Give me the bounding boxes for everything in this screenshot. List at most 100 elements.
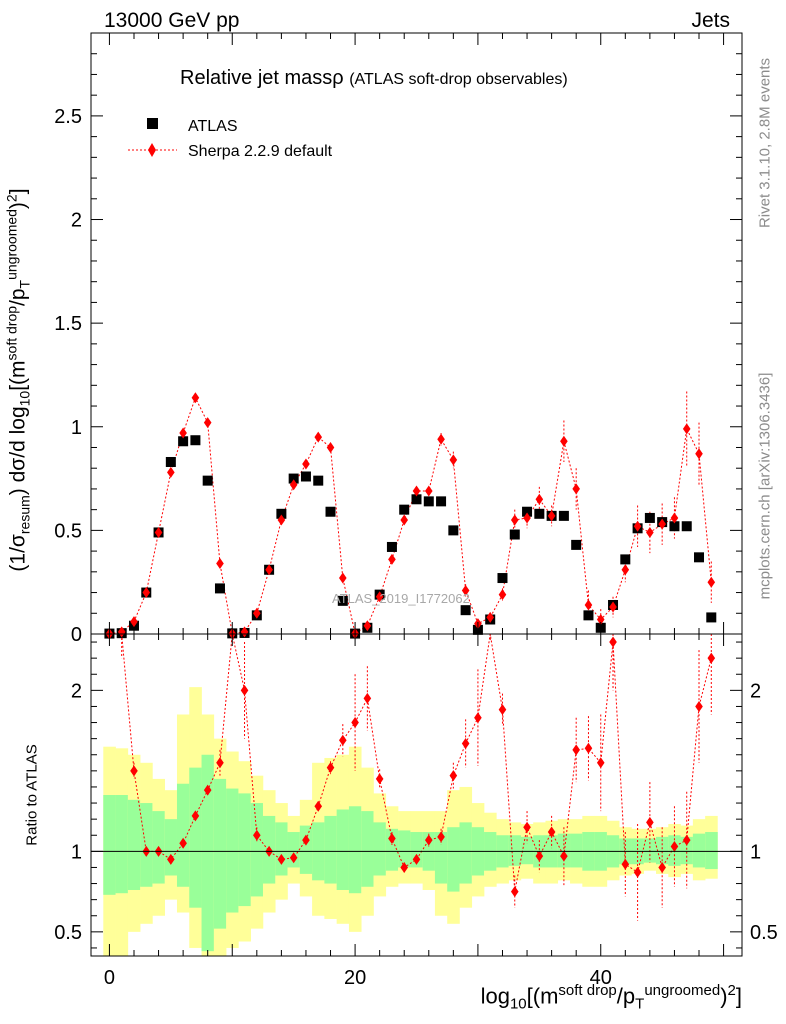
sherpa-point [314, 431, 323, 443]
sherpa-point [179, 427, 187, 439]
ratio-tick-label-left: 1 [71, 841, 82, 863]
ratio-point [302, 834, 310, 846]
atlas-point [509, 529, 520, 540]
sherpa-point [203, 417, 212, 429]
ratio-point [658, 861, 666, 873]
atlas-point [436, 496, 447, 507]
ratio-point [216, 757, 224, 769]
legend: ATLAS Sherpa 2.2.9 default [128, 118, 333, 160]
atlas-point [583, 610, 594, 621]
band-green [348, 806, 362, 894]
chart-title-main: Relative jet massρ [180, 67, 344, 89]
atlas-point [190, 435, 201, 446]
ratio-point [572, 744, 580, 756]
x-tick-label: 20 [344, 967, 366, 989]
band-green [127, 799, 141, 890]
sherpa-point [596, 613, 605, 625]
ratio-tick-label-right: 2 [750, 680, 761, 702]
legend-sherpa-label: Sherpa 2.2.9 default [188, 143, 333, 160]
sherpa-point [707, 576, 716, 588]
ratio-point [339, 734, 347, 746]
sherpa-point [339, 572, 347, 584]
ratio-tick-label-left: 2 [71, 680, 82, 702]
band-green [447, 827, 460, 892]
ratio-point [560, 850, 568, 862]
ratio-point [253, 829, 261, 841]
sherpa-point [326, 441, 335, 453]
sherpa-point [253, 607, 261, 619]
atlas-point [669, 521, 680, 532]
sherpa-point [658, 518, 666, 530]
atlas-point [337, 595, 348, 606]
ratio-point [584, 742, 593, 754]
ratio-point [375, 773, 384, 785]
ratio-point [179, 837, 187, 849]
band-green [189, 767, 202, 908]
tick-labels: 0 20 40 0 0.5 1 1.5 2 2.5 0.5 0.5 1 1 2 2 [54, 106, 778, 989]
plot-frames [90, 32, 743, 957]
ratio-point [474, 712, 482, 724]
ratio-point [461, 737, 470, 749]
atlas-point [300, 471, 311, 482]
band-green [201, 754, 215, 952]
sherpa-point [535, 493, 544, 505]
band-green [176, 783, 190, 887]
ratio-uncertainty-bands [103, 687, 718, 956]
sherpa-point [400, 514, 409, 526]
y-tick-label: 2 [71, 210, 82, 232]
sherpa-point [142, 587, 151, 599]
sherpa-point [523, 512, 531, 524]
sherpa-point [216, 558, 224, 570]
atlas-point [214, 583, 225, 594]
x-tick-label: 40 [590, 967, 612, 989]
atlas-point [202, 475, 213, 486]
ratio-plot-lines [109, 633, 716, 921]
ratio-point [130, 765, 138, 777]
ratio-point [388, 832, 396, 844]
ratio-point [695, 700, 703, 712]
y-tick-label: 2.5 [54, 106, 82, 128]
ratio-tick-label-right: 0.5 [750, 922, 778, 944]
atlas-point [497, 573, 508, 584]
header-left: 13000 GeV pp [104, 9, 240, 32]
atlas-point [448, 525, 459, 536]
atlas-point [423, 496, 434, 507]
sherpa-point [621, 564, 630, 576]
sherpa-point [388, 553, 396, 565]
band-green [705, 832, 718, 870]
band-green [115, 795, 129, 894]
band-green [361, 811, 374, 887]
sherpa-point [265, 564, 273, 576]
atlas-point [571, 539, 582, 550]
atlas-point [399, 504, 410, 515]
ratio-point [203, 784, 212, 796]
atlas-point [386, 541, 397, 552]
band-green [324, 815, 337, 884]
ratio-point [326, 762, 335, 774]
ratio-frame [90, 633, 743, 957]
sherpa-point [117, 626, 126, 638]
ratio-point [240, 684, 249, 696]
sherpa-point [633, 520, 642, 532]
sherpa-point [289, 479, 298, 491]
ratio-point [167, 853, 175, 865]
ratio-point [670, 841, 679, 853]
band-green [299, 825, 313, 874]
y-axis-label-main: (1/σresum) dσ/d log10[(msoft drop/pTungr… [3, 188, 33, 572]
axis-ticks [91, 33, 742, 956]
sherpa-point [486, 611, 494, 623]
atlas-point [276, 508, 287, 519]
ratio-point [707, 652, 716, 664]
sherpa-point [375, 591, 384, 603]
ratio-point [609, 636, 617, 648]
chart-title: Relative jet massρ (ATLAS soft-drop obse… [180, 67, 568, 90]
sherpa-point [498, 589, 507, 601]
ratio-line [109, 633, 712, 892]
ratio-point [277, 853, 286, 865]
ratio-point [633, 866, 642, 878]
band-green [459, 822, 473, 884]
sherpa-point [167, 466, 175, 478]
atlas-point [644, 512, 655, 523]
mcplots-label: mcplots.cern.ch [arXiv:1306.3436] [756, 372, 774, 600]
